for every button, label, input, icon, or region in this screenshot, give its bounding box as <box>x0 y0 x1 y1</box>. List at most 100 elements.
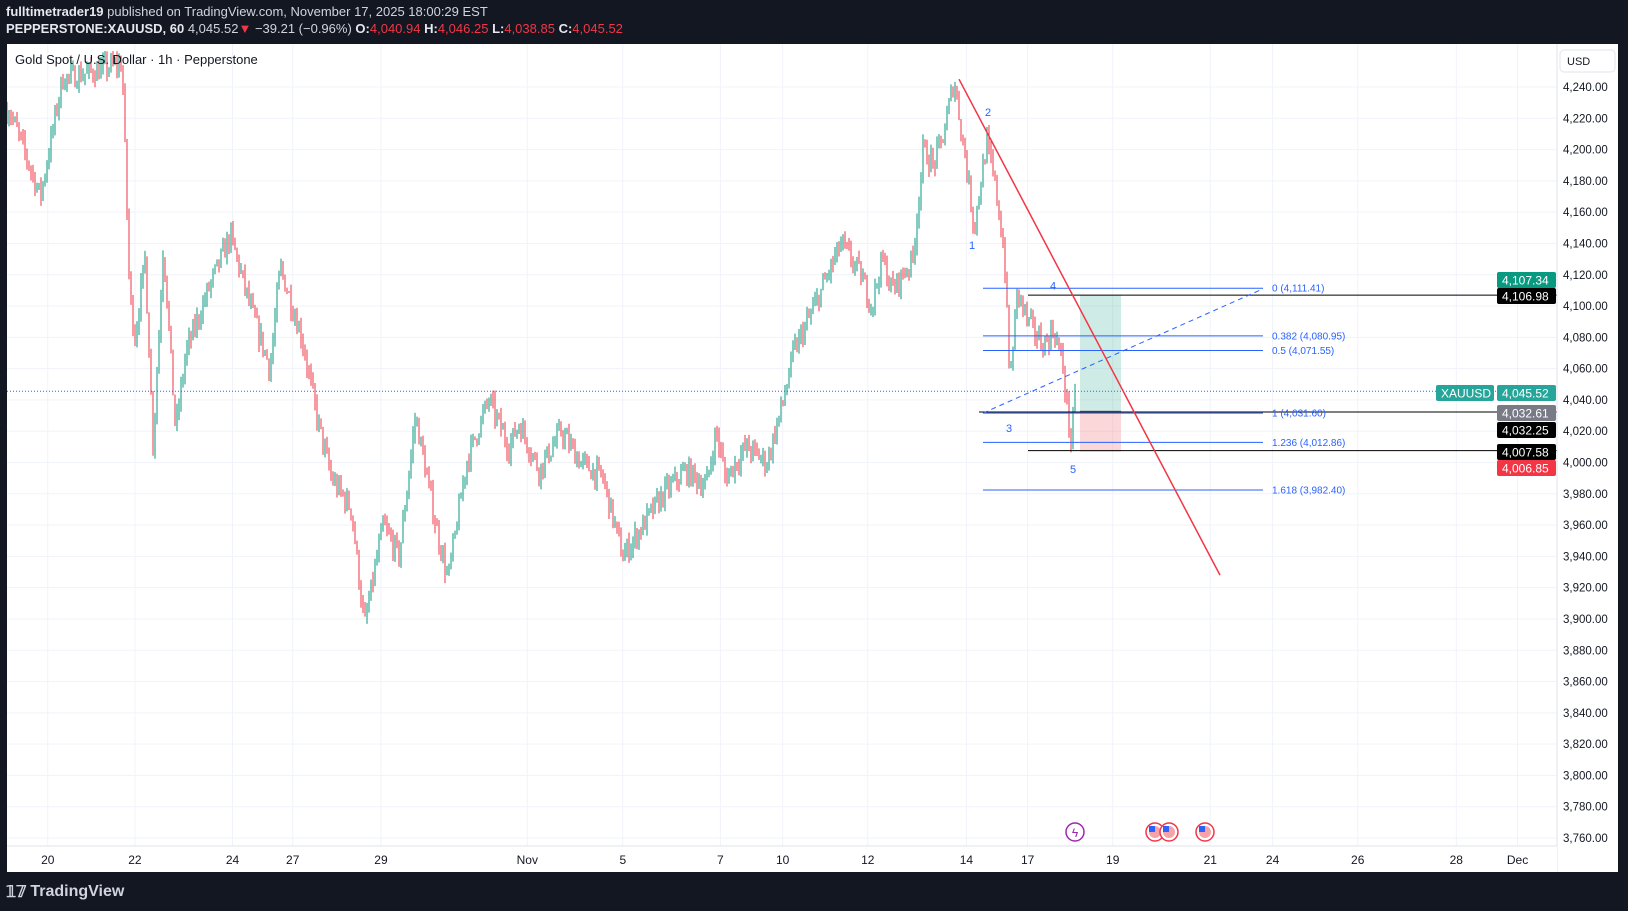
price-tag <box>1497 288 1556 304</box>
price-tag <box>1497 444 1556 460</box>
price-tick: 4,000.00 <box>1563 458 1608 470</box>
lightning-glyph: ϟ <box>1072 826 1079 840</box>
time-tick: 12 <box>861 853 875 867</box>
plot-area: 0 (4,111.41) 0.382 (4,080.95) 0.5 (4,071.5… <box>7 51 1557 842</box>
price-tick: 3,980.00 <box>1563 489 1608 501</box>
time-tick: 7 <box>717 853 724 867</box>
time-tick: 28 <box>1450 853 1464 867</box>
wave-label-4: 4 <box>1050 281 1056 293</box>
time-tick: 14 <box>960 853 974 867</box>
price-tick: 4,220.00 <box>1563 113 1608 125</box>
price-tag-text: 4,032.61 <box>1502 407 1549 421</box>
symbol-tag <box>1436 385 1494 401</box>
red-trendline <box>958 78 1221 576</box>
open-value: 4,040.94 <box>369 21 421 36</box>
event-circle <box>1065 822 1085 842</box>
publish-info: published on TradingView.com, November 1… <box>107 4 488 19</box>
flag-canton <box>1149 826 1155 832</box>
time-tick: 5 <box>619 853 626 867</box>
tv-logo-icon: 𝟙𝟟 <box>6 884 27 901</box>
price-tag-text: 4,107.34 <box>1502 274 1549 288</box>
time-tick: 27 <box>286 853 300 867</box>
price-tick: 4,040.00 <box>1563 395 1608 407</box>
chart-pane[interactable] <box>7 44 1618 872</box>
price-tick: 4,140.00 <box>1563 238 1608 250</box>
fib-label: 0.382 (4,080.95) <box>1272 331 1345 342</box>
wave-label-2: 2 <box>985 107 991 119</box>
price-tick: 4,160.00 <box>1563 207 1608 219</box>
time-tick: 17 <box>1021 853 1035 867</box>
price-tick: 4,120.00 <box>1563 270 1608 282</box>
flag-canton <box>1199 826 1205 832</box>
time-tick: 20 <box>41 853 55 867</box>
fib-label: 0 (4,111.41) <box>1272 284 1324 295</box>
wave-label-5: 5 <box>1070 464 1076 476</box>
price-tag-text: 4,006.85 <box>1502 462 1549 476</box>
publish-line: fulltimetrader19 published on TradingVie… <box>6 4 488 19</box>
price-tick: 4,100.00 <box>1563 301 1608 313</box>
last-price: 4,045.52 <box>187 21 239 36</box>
price-tick: 3,800.00 <box>1563 770 1608 782</box>
high-value: 4,046.25 <box>437 21 489 36</box>
price-tag <box>1497 272 1556 288</box>
fib-trend-line <box>982 288 1264 414</box>
symbol: PEPPERSTONE:XAUUSD, 60 <box>6 21 185 36</box>
time-tick: 29 <box>374 853 388 867</box>
currency-label: USD <box>1567 56 1590 68</box>
price-tick: 3,900.00 <box>1563 614 1608 626</box>
price-tick: 3,760.00 <box>1563 833 1608 845</box>
tradingview-logo[interactable]: 𝟙𝟟 TradingView <box>6 882 124 902</box>
close-value: 4,045.52 <box>572 21 623 36</box>
lightning-icon[interactable]: ϟ <box>1065 822 1085 842</box>
symbol-tag-text: XAUUSD <box>1441 387 1491 401</box>
time-tick: 10 <box>776 853 790 867</box>
time-tick: 21 <box>1204 853 1218 867</box>
fib-label: 1.236 (4,012.86) <box>1272 438 1345 449</box>
price-tags: 4,107.34 4,106.98 4,045.52 XAUUSD 4,032.61 4,… <box>1436 272 1556 476</box>
us-flag-icon[interactable] <box>1159 822 1179 842</box>
time-tick: Dec <box>1507 853 1528 867</box>
price-tick: 4,060.00 <box>1563 364 1608 376</box>
fib-label: 1.618 (3,982.40) <box>1272 486 1345 497</box>
price-tag <box>1497 422 1556 438</box>
time-tick: 26 <box>1351 853 1365 867</box>
time-tick: 19 <box>1106 853 1120 867</box>
price-change: −39.21 (−0.96%) <box>254 21 352 36</box>
fib-label: 1 (4,031.60) <box>1272 409 1326 420</box>
price-tag-text: 4,106.98 <box>1502 290 1549 304</box>
symbol-line: PEPPERSTONE:XAUUSD, 60 4,045.52▼ −39.21 … <box>6 21 623 36</box>
price-tick: 4,020.00 <box>1563 426 1608 438</box>
author-link[interactable]: fulltimetrader19 <box>6 4 104 19</box>
price-tick: 3,840.00 <box>1563 708 1608 720</box>
fib-label: 0.5 (4,071.55) <box>1272 346 1334 357</box>
us-flag-icon[interactable] <box>1195 822 1215 842</box>
price-tag-text: 4,032.25 <box>1502 424 1549 438</box>
low-value: 4,038.85 <box>504 21 555 36</box>
price-tag-text: 4,045.52 <box>1502 387 1549 401</box>
open-label: O: <box>355 21 370 36</box>
price-tag <box>1497 460 1556 476</box>
high-label: H: <box>424 21 438 36</box>
triangle-down-icon: ▼ <box>238 21 252 36</box>
price-tick: 3,920.00 <box>1563 583 1608 595</box>
price-tag-text: 4,007.58 <box>1502 446 1549 460</box>
chart-title: Gold Spot / U.S. Dollar · 1h · Peppersto… <box>15 52 258 67</box>
price-tick: 4,240.00 <box>1563 82 1608 94</box>
time-axis <box>7 846 1557 872</box>
price-tick: 3,940.00 <box>1563 551 1608 563</box>
currency-button[interactable] <box>1559 49 1616 73</box>
price-tick: 4,080.00 <box>1563 332 1608 344</box>
price-tag <box>1497 405 1556 421</box>
price-tag <box>1497 385 1556 401</box>
price-tick: 3,880.00 <box>1563 645 1608 657</box>
close-label: C: <box>558 21 573 36</box>
wave-label-3: 3 <box>1006 423 1012 435</box>
axes: USD 4,240.00 4,220.00 4,200.00 4,180.00 4,160… <box>7 44 1618 872</box>
price-tick: 4,180.00 <box>1563 176 1608 188</box>
time-tick: 24 <box>226 853 240 867</box>
wave-label-1: 1 <box>969 240 975 252</box>
price-tick: 3,780.00 <box>1563 802 1608 814</box>
brand-name: TradingView <box>30 883 125 900</box>
price-tick: 3,820.00 <box>1563 739 1608 751</box>
